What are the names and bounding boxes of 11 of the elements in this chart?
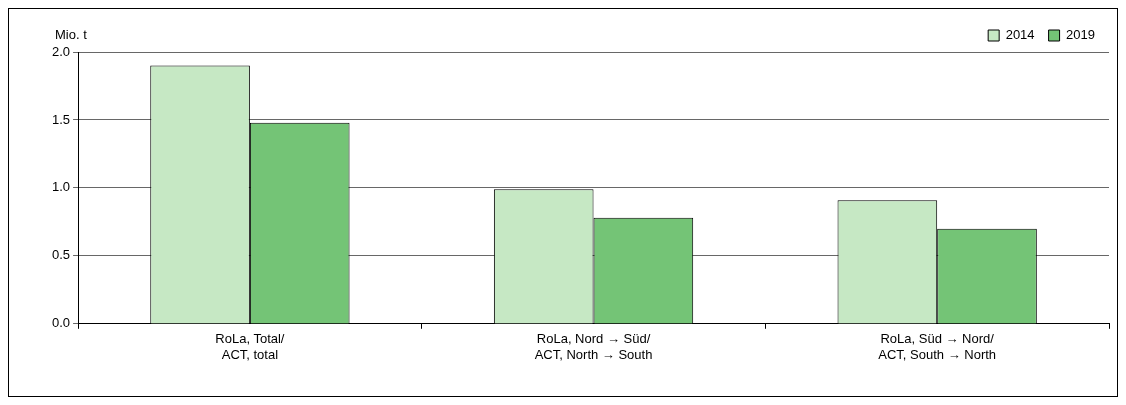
y-tick-label: 1.0 [51, 179, 71, 195]
y-tick-label: 2.0 [51, 43, 71, 59]
legend-label: 2019 [1066, 27, 1095, 43]
x-tick-label: RoLa, Nord → Süd/ ACT, North → South [534, 331, 653, 362]
x-tick-label: RoLa, Total/ ACT, total [215, 331, 285, 362]
y-tick-label: 0.5 [51, 247, 71, 263]
y-axis-title: Mio. t [55, 27, 88, 43]
y-tick-label: 1.5 [51, 111, 71, 127]
y-tick-label: 0.0 [51, 315, 71, 331]
legend-label: 2014 [1005, 27, 1035, 43]
x-tick-label: RoLa, Süd → Nord/ ACT, South → North [878, 331, 997, 362]
